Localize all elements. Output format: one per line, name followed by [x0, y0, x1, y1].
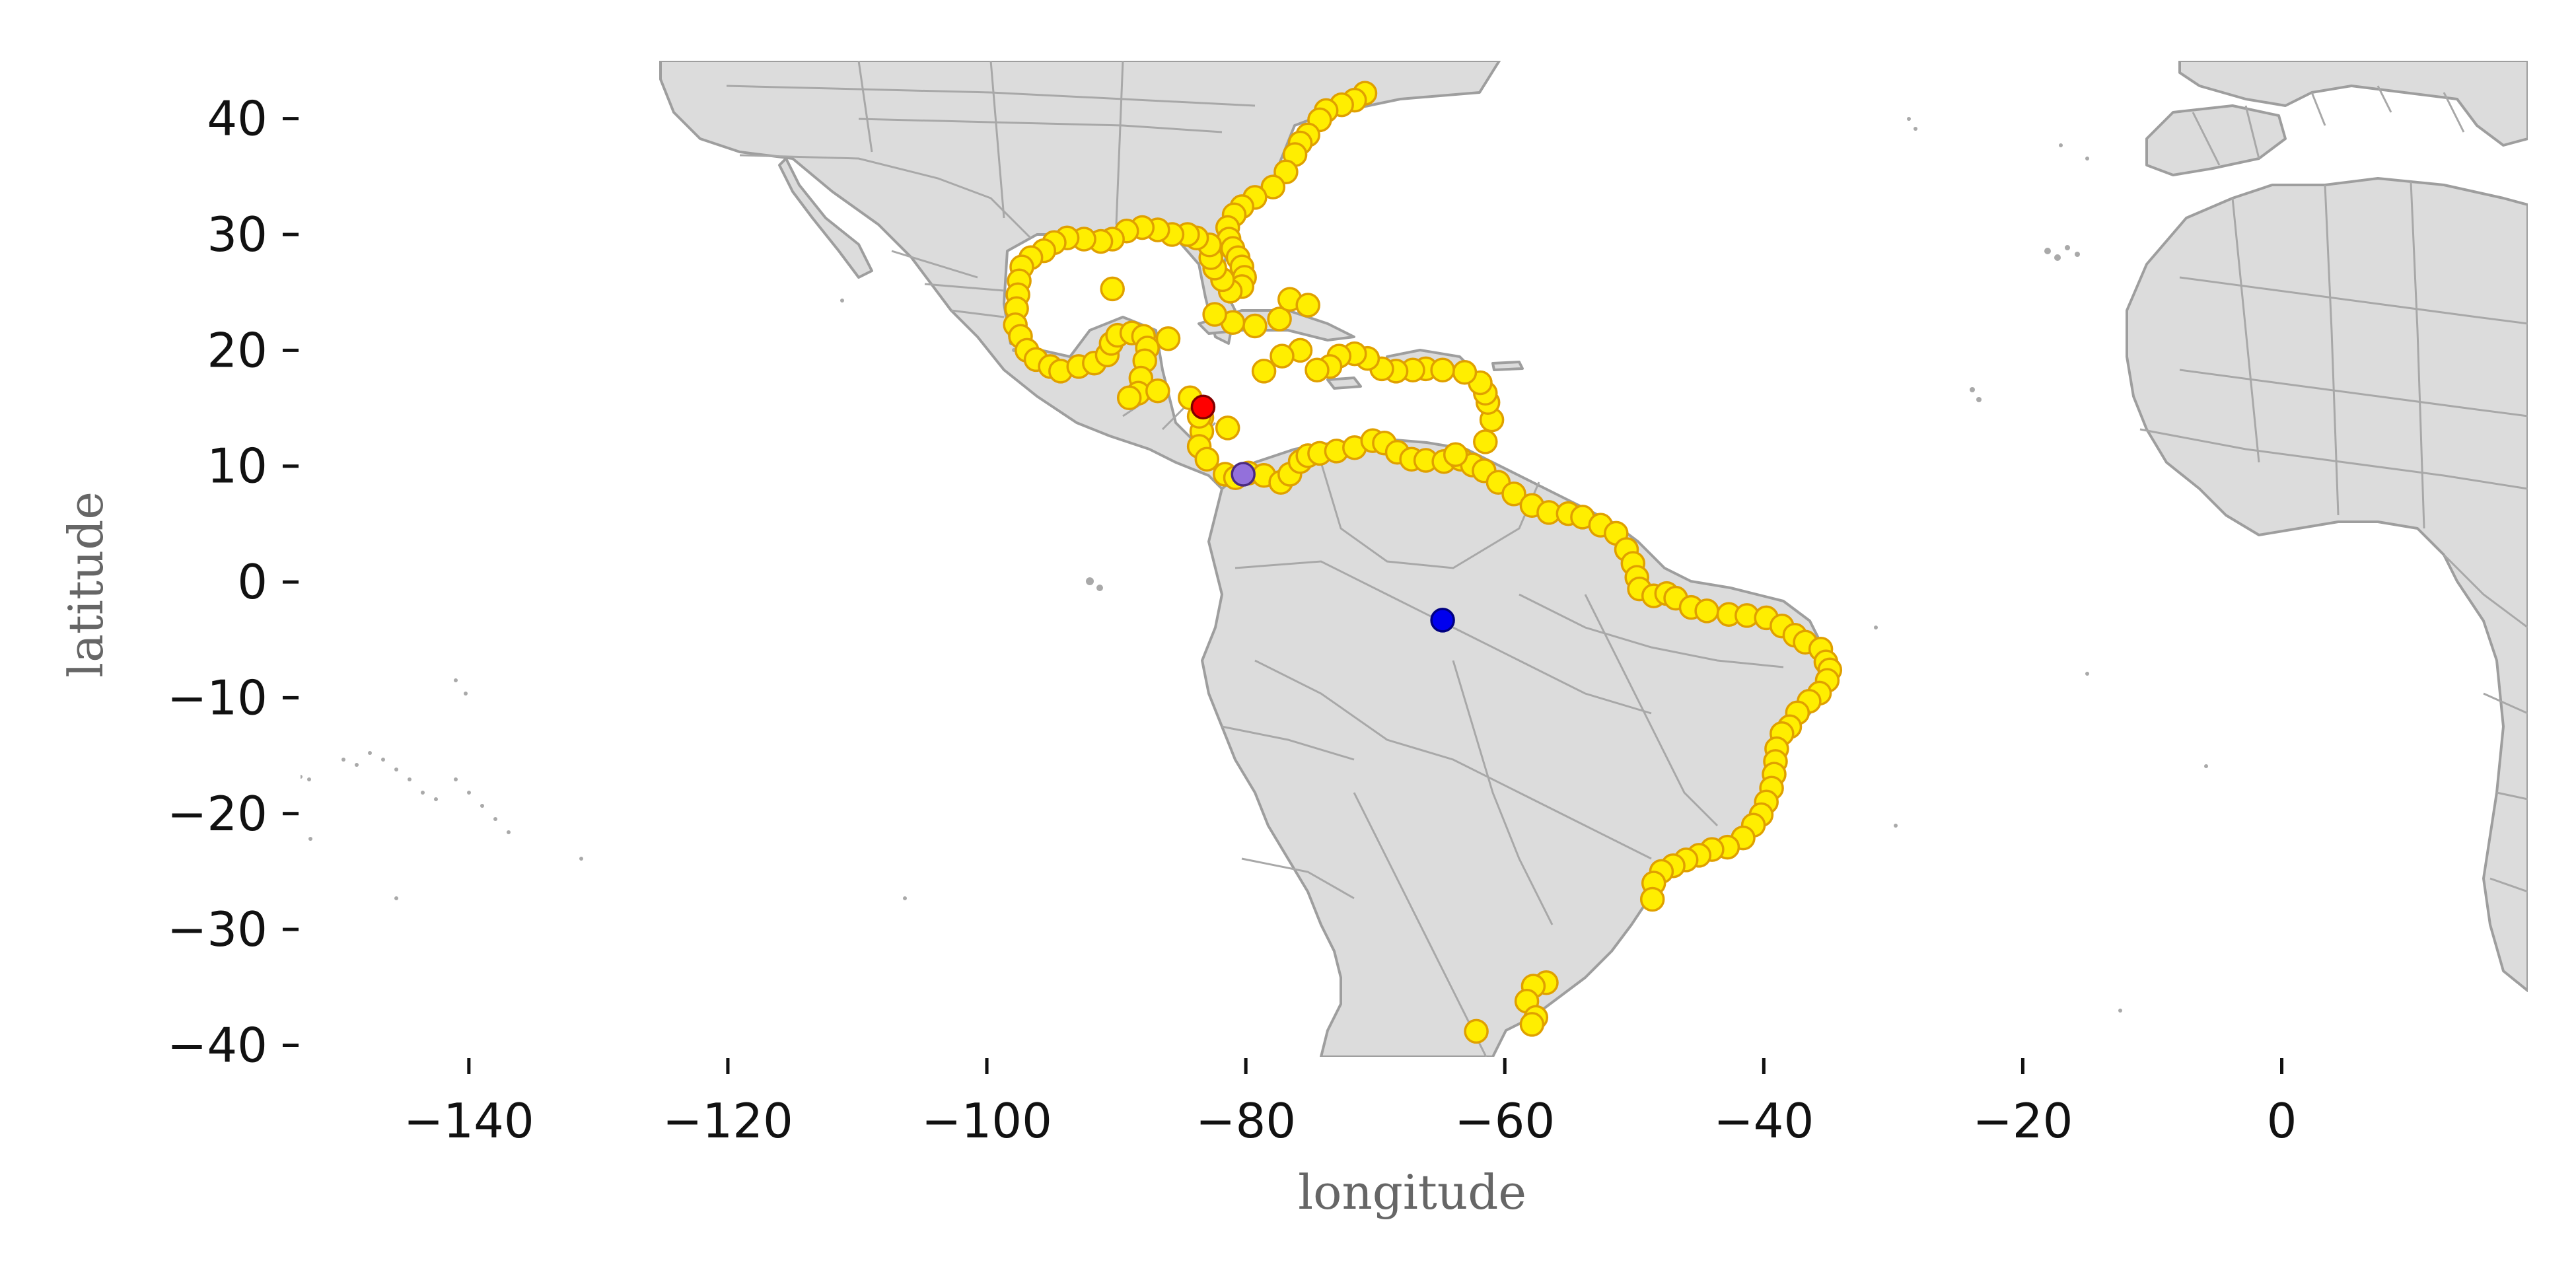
- y-tick-label: 30: [207, 207, 268, 262]
- y-tick-label: −30: [167, 902, 268, 957]
- x-tick-label: −40: [1713, 1093, 1814, 1149]
- point-s0-139: [1519, 1012, 1545, 1037]
- point-s2-0: [1231, 462, 1256, 487]
- x-tick-label: −20: [1972, 1093, 2073, 1149]
- point-s0-60: [1100, 276, 1125, 302]
- point-s0-151: [1270, 343, 1295, 369]
- point-s0-88: [1501, 482, 1526, 507]
- small-islands: [301, 117, 2208, 1013]
- point-s0-165: [1452, 359, 1478, 385]
- x-tick-label: 0: [2267, 1093, 2297, 1149]
- point-s0-66: [1194, 447, 1220, 472]
- land-iberia: [2145, 104, 2287, 176]
- y-tick-label: −20: [167, 786, 268, 841]
- point-s0-156: [1242, 313, 1268, 339]
- point-s0-59: [1116, 385, 1142, 411]
- x-tick-label: −80: [1196, 1093, 1296, 1149]
- y-tick-label: 20: [207, 322, 268, 378]
- scatter-points: [1003, 81, 1843, 1044]
- point-s0-9: [1260, 174, 1286, 199]
- point-s0-167: [1215, 415, 1240, 441]
- point-s0-140: [1464, 1019, 1489, 1044]
- admin-boundaries: [726, 61, 2528, 1057]
- point-s0-134: [1639, 886, 1665, 912]
- x-tick-label: −100: [921, 1093, 1052, 1149]
- point-s0-166: [1430, 357, 1455, 382]
- point-s0-160: [1473, 429, 1498, 454]
- y-tick-label: −40: [167, 1017, 268, 1073]
- point-s0-159: [1443, 442, 1468, 467]
- land-africa: [2126, 177, 2528, 992]
- point-s0-169: [1155, 326, 1181, 351]
- land-south-america: [1201, 438, 1831, 1057]
- point-s0-152: [1251, 359, 1277, 384]
- y-tick-label: −10: [167, 670, 268, 725]
- land-jamaica: [1326, 376, 1362, 390]
- land-baja: [778, 157, 873, 279]
- y-axis: 40 30 20 10 0 −10 −20 −30 −40: [167, 91, 299, 1073]
- point-s0-153: [1267, 306, 1292, 332]
- y-axis-title: latitude: [58, 491, 114, 678]
- point-s0-155: [1295, 293, 1320, 318]
- point-s0-61: [1145, 378, 1170, 404]
- y-tick-label: 0: [237, 554, 268, 610]
- x-tick-label: −140: [404, 1093, 534, 1149]
- y-tick-label: 10: [207, 439, 268, 494]
- x-axis: −140 −120 −100 −80 −60 −40 −20 0: [404, 1058, 2297, 1149]
- point-s0-103: [1694, 598, 1719, 624]
- point-s1-0: [1190, 394, 1216, 420]
- point-s0-149: [1305, 357, 1330, 382]
- land-puerto-rico: [1491, 361, 1524, 371]
- land-europe: [2178, 61, 2528, 147]
- basemap: [301, 61, 2528, 1057]
- point-s3-0: [1430, 608, 1455, 633]
- x-tick-label: −120: [662, 1093, 793, 1149]
- x-axis-title: longitude: [1298, 1164, 1526, 1220]
- x-tick-label: −60: [1454, 1093, 1555, 1149]
- y-tick-label: 40: [207, 91, 268, 147]
- point-s0-158: [1202, 302, 1227, 327]
